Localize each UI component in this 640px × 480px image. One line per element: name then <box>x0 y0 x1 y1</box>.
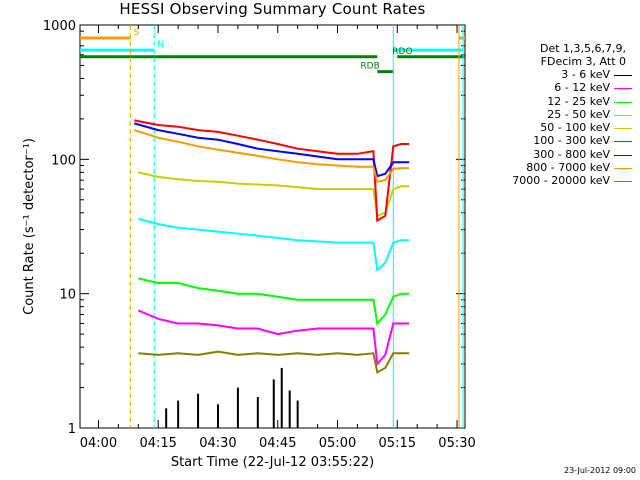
series-line-100-300-kev <box>134 119 410 223</box>
y-tick-label: 1 <box>68 422 76 437</box>
legend-entry: 800 - 7000 keV <box>466 161 636 174</box>
x-tick-label: 04:15 <box>139 436 176 451</box>
legend-header-line-2: FDecim 3, Att 0 <box>540 55 626 68</box>
x-axis-label: Start Time (22-Jul-12 03:55:22) <box>170 455 375 470</box>
legend-label: 50 - 100 keV <box>540 121 610 135</box>
legend-swatch <box>614 88 632 90</box>
series-line-25-50-kev <box>138 217 410 273</box>
y-axis-label: Count Rate (s⁻¹ detector⁻¹) <box>22 138 37 315</box>
y-tick-label: 1000 <box>43 19 76 34</box>
legend-label: 3 - 6 keV <box>561 68 610 81</box>
flag-label-rdb: RDB <box>360 62 379 72</box>
chart-title: HESSI Observing Summary Count Rates <box>119 0 426 18</box>
flag-label-s: S <box>133 28 139 38</box>
legend-entry: 50 - 100 keV <box>466 121 636 134</box>
series-line-50-100-kev <box>138 171 410 218</box>
x-tick-label: 04:00 <box>80 436 117 451</box>
legend-label: 6 - 12 keV <box>554 81 610 95</box>
legend-entry: 7000 - 20000 keV <box>466 174 636 187</box>
legend-entry: 25 - 50 keV <box>466 108 636 121</box>
legend-entry: 300 - 800 keV <box>466 148 636 161</box>
legend-entry: 6 - 12 keV <box>466 81 636 94</box>
generated-timestamp: 23-Jul-2012 09:00 <box>563 466 636 475</box>
x-tick-label: 04:45 <box>259 436 296 451</box>
x-tick-label: 05:30 <box>438 436 475 451</box>
legend-label: 7000 - 20000 keV <box>512 174 610 188</box>
legend-label: 12 - 25 keV <box>547 94 610 108</box>
legend-swatch <box>614 168 632 170</box>
x-tick-label: 04:30 <box>199 436 236 451</box>
flag-label-rdo: RDO <box>392 47 412 57</box>
legend-swatch <box>614 128 632 130</box>
legend-swatch <box>614 114 632 116</box>
legend-entry: 100 - 300 keV <box>466 134 636 147</box>
legend-entry: 12 - 25 keV <box>466 95 636 108</box>
legend-entry: 3 - 6 keV <box>466 68 636 81</box>
legend-label: 800 - 7000 keV <box>526 161 610 175</box>
legend-swatch <box>614 154 632 156</box>
legend-header-line-1: Det 1,3,5,6,7,9, <box>539 42 626 55</box>
series-line-6-12-kev <box>137 309 410 367</box>
series-line-7000-20000-kev <box>138 350 410 374</box>
x-tick-label: 05:15 <box>379 436 416 451</box>
legend-swatch <box>614 101 632 103</box>
series-line-12-25-kev <box>138 277 410 326</box>
legend-label: 100 - 300 keV <box>533 134 610 148</box>
series-line-300-800-kev <box>134 122 410 178</box>
x-tick-label: 05:00 <box>319 436 356 451</box>
legend-entries: 3 - 6 keV 6 - 12 keV 12 - 25 keV 25 - 50 ke… <box>466 68 636 188</box>
legend-swatch <box>614 181 632 183</box>
plot-frame <box>79 24 466 429</box>
series-line-800-7000-kev <box>133 129 410 183</box>
legend-label: 300 - 800 keV <box>533 147 610 161</box>
legend-swatch <box>614 141 632 143</box>
legend-swatch <box>614 75 632 76</box>
legend-label: 25 - 50 keV <box>547 107 610 121</box>
y-tick-label: 100 <box>51 153 76 168</box>
flag-label-n: N <box>157 40 164 50</box>
y-tick-label: 10 <box>59 288 76 303</box>
legend: Det 1,3,5,6,7,9, FDecim 3, Att 0 3 - 6 k… <box>466 42 636 188</box>
